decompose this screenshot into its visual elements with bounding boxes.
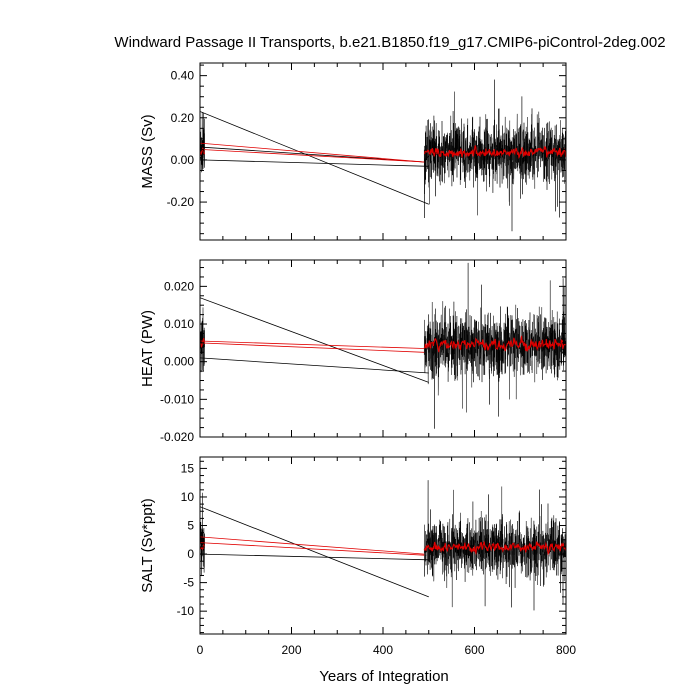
series-line-4 — [200, 149, 425, 163]
panel-0: -0.20 0.00 0.20 0.40 MASS (Sv) — [139, 62, 567, 241]
raw-series-late — [423, 480, 566, 611]
y-tick-label: 0.000 — [164, 355, 194, 369]
series-line-2 — [200, 536, 425, 555]
y-tick-label: 0.00 — [171, 153, 195, 167]
series-line-2 — [200, 159, 429, 167]
y-axis-label: MASS (Sv) — [139, 114, 156, 188]
plot-area — [200, 480, 566, 611]
x-tick-label: 200 — [281, 643, 301, 657]
series-line-0 — [200, 506, 429, 598]
smoothed-series-late — [423, 335, 566, 353]
panel-1: -0.020 -0.010 0.000 0.010 0.020 HEAT (PW) — [139, 259, 567, 444]
raw-series-early — [200, 307, 205, 373]
plot-area — [200, 79, 566, 232]
series-line-1 — [200, 111, 429, 205]
x-tick-label: 600 — [464, 643, 484, 657]
y-tick-label: -0.020 — [160, 430, 194, 444]
series-line-0 — [200, 146, 430, 163]
y-axis-label: HEAT (PW) — [139, 310, 156, 387]
y-tick-label: 0.40 — [171, 69, 195, 83]
smoothed-series-early — [200, 543, 205, 551]
series-line-1 — [200, 553, 429, 561]
smoothed-series-late — [424, 144, 566, 160]
chart-title: Windward Passage II Transports, b.e21.B1… — [114, 34, 665, 51]
y-tick-label: -0.20 — [167, 195, 195, 209]
y-tick-label: 0.020 — [164, 279, 194, 293]
panel-2: 0 200 400 600 800 -10 -5 0 5 10 15 SALT (Sv*ppt) — [139, 456, 576, 657]
series-line-3 — [200, 142, 425, 163]
plot-area — [200, 262, 566, 429]
y-tick-label: -10 — [177, 604, 195, 618]
raw-series-late — [423, 262, 566, 429]
raw-series-early — [200, 112, 205, 173]
y-tick-label: 0.010 — [164, 317, 194, 331]
x-tick-label: 400 — [373, 643, 393, 657]
y-tick-label: 0 — [187, 547, 194, 561]
y-axis-label: SALT (Sv*ppt) — [139, 498, 156, 592]
y-tick-label: 10 — [181, 490, 195, 504]
x-axis-label: Years of Integration — [319, 668, 449, 685]
smoothed-series-late — [423, 541, 566, 556]
y-tick-label: 5 — [187, 519, 194, 533]
x-tick-label: 0 — [197, 643, 204, 657]
series-line-1 — [200, 357, 429, 374]
y-tick-label: 0.20 — [171, 111, 195, 125]
series-line-3 — [200, 542, 425, 556]
raw-series-early — [200, 492, 205, 577]
panels-group: -0.20 0.00 0.20 0.40 MASS (Sv) -0.020 -0.010 0.… — [139, 62, 576, 657]
y-tick-label: 15 — [181, 461, 195, 475]
x-tick-label: 800 — [556, 643, 576, 657]
y-tick-label: -0.010 — [160, 392, 194, 406]
raw-series-late — [423, 79, 566, 232]
y-tick-label: -5 — [183, 576, 194, 590]
series-line-2 — [200, 340, 425, 349]
series-line-3 — [200, 342, 425, 353]
series-line-0 — [200, 297, 429, 383]
